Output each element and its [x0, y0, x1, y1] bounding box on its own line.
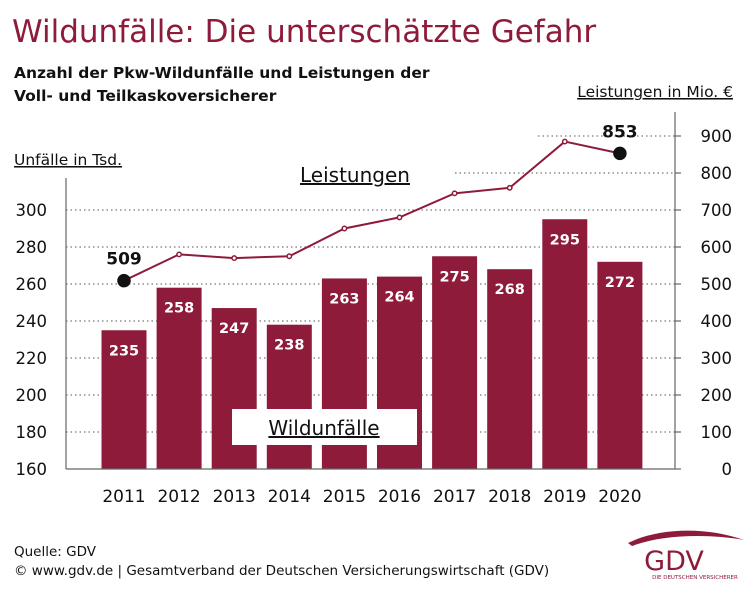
left-tick-label: 160 — [16, 460, 48, 479]
right-axis-label: Leistungen in Mio. € — [577, 83, 733, 101]
x-tick-label: 2020 — [598, 487, 641, 507]
source-note: Quelle: GDV — [14, 544, 97, 560]
bar-value-label: 263 — [329, 291, 359, 307]
bar-series-label-box — [232, 409, 417, 445]
right-tick-label: 800 — [701, 164, 733, 183]
line-point-2014 — [286, 253, 293, 260]
line-point-2018 — [506, 184, 513, 191]
right-tick-label: 400 — [701, 312, 733, 331]
logo-text: GDV — [644, 546, 704, 577]
line-point-2019 — [561, 138, 568, 145]
line-point-2011 — [117, 273, 131, 288]
bar-2012 — [156, 287, 202, 469]
right-tick-label: 700 — [701, 201, 733, 220]
bar-2011 — [101, 330, 147, 469]
bar-value-label: 295 — [550, 232, 580, 248]
line-point-2017 — [451, 190, 458, 197]
bar-value-label: 235 — [109, 343, 139, 359]
chart-subtitle-line2: Voll- und Teilkaskoversicherer — [14, 87, 277, 105]
x-tick-label: 2018 — [488, 487, 531, 507]
x-tick-label: 2013 — [213, 487, 256, 507]
left-tick-label: 300 — [16, 201, 48, 220]
left-axis-label: Unfälle in Tsd. — [14, 151, 122, 169]
line-leistungen — [123, 140, 621, 282]
bar-value-label: 268 — [495, 282, 525, 298]
right-tick-label: 0 — [722, 460, 733, 479]
point-value-label: 509 — [106, 250, 142, 270]
bar-value-label: 272 — [605, 275, 635, 291]
logo-tagline: DIE DEUTSCHEN VERSICHERER — [652, 575, 738, 581]
left-tick-label: 220 — [16, 349, 48, 368]
left-tick-label: 240 — [16, 312, 48, 331]
bar-value-label: 264 — [384, 290, 414, 306]
bar-2018 — [487, 269, 533, 469]
chart-subtitle-line1: Anzahl der Pkw-Wildunfälle und Leistunge… — [14, 64, 430, 82]
logo-swoosh — [628, 530, 744, 546]
left-tick-label: 180 — [16, 423, 48, 442]
line-point-2013 — [231, 255, 238, 262]
x-tick-label: 2012 — [157, 487, 200, 507]
right-tick-label: 600 — [701, 238, 733, 257]
line-point-2015 — [341, 225, 348, 232]
bar-value-label: 275 — [439, 269, 469, 285]
right-tick-label: 200 — [701, 386, 733, 405]
line-series-label: Leistungen — [300, 163, 410, 187]
line-point-2020 — [613, 146, 627, 161]
bars: 235 258 247 238 263 264 275 268 295 272 — [101, 219, 643, 469]
x-tick-label: 2011 — [102, 487, 145, 507]
axes: 160 180 200 220 240 260 280 300 0 100 200 300 400 500… — [16, 112, 733, 507]
gdv-logo: GDV DIE DEUTSCHEN VERSICHERER — [628, 530, 744, 581]
point-value-label: 853 — [602, 122, 638, 142]
left-tick-label: 200 — [16, 386, 48, 405]
bar-value-label: 258 — [164, 301, 194, 317]
right-tick-label: 300 — [701, 349, 733, 368]
x-tick-label: 2014 — [268, 487, 311, 507]
bar-2017 — [432, 256, 478, 469]
right-tick-label: 900 — [701, 127, 733, 146]
bar-series-label: Wildunfälle — [268, 416, 379, 440]
bar-value-label: 247 — [219, 321, 249, 337]
left-tick-label: 260 — [16, 275, 48, 294]
right-tick-label: 100 — [701, 423, 733, 442]
bar-2019 — [542, 219, 588, 469]
bar-value-label: 238 — [274, 338, 304, 354]
line-series: 509 853 — [106, 122, 638, 288]
x-tick-label: 2016 — [378, 487, 421, 507]
left-tick-label: 280 — [16, 238, 48, 257]
x-tick-label: 2019 — [543, 487, 586, 507]
line-point-2016 — [396, 214, 403, 221]
chart-title: Wildunfälle: Die unterschätzte Gefahr — [12, 14, 596, 50]
x-tick-label: 2015 — [323, 487, 366, 507]
right-tick-label: 500 — [701, 275, 733, 294]
copyright-note: © www.gdv.de | Gesamtverband der Deutsch… — [14, 563, 549, 579]
bar-2020 — [597, 261, 643, 469]
gridlines — [66, 135, 675, 433]
line-point-2012 — [176, 251, 183, 258]
x-tick-label: 2017 — [433, 487, 476, 507]
